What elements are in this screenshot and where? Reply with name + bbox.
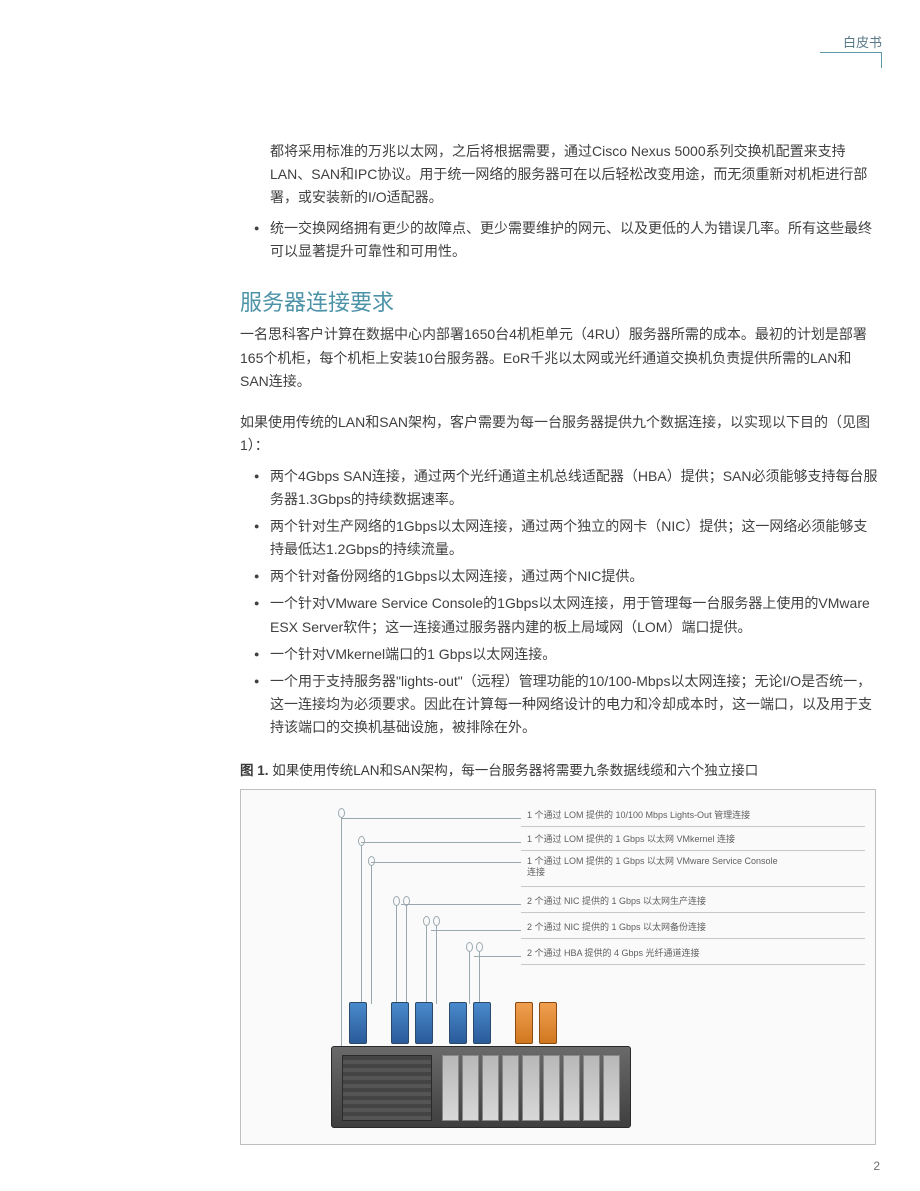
section-p2: 如果使用传统的LAN和SAN架构，客户需要为每一台服务器提供九个数据连接，以实现… — [240, 411, 880, 457]
fig-label-1: 1 个通过 LOM 提供的 10/100 Mbps Lights-Out 管理连… — [527, 810, 782, 821]
fig-label-5: 2 个通过 NIC 提供的 1 Gbps 以太网备份连接 — [527, 922, 782, 933]
label-connector — [361, 842, 521, 843]
intro-continuation: 都将采用标准的万兆以太网，之后将根据需要，通过Cisco Nexus 5000系… — [240, 140, 880, 209]
nic-card-icon — [415, 1002, 433, 1044]
figure-caption: 图 1. 如果使用传统LAN和SAN架构，每一台服务器将需要九条数据线缆和六个独… — [240, 759, 880, 779]
drive-bay-icon — [442, 1055, 459, 1121]
cable-line — [426, 924, 427, 1004]
list-item: 两个针对备份网络的1Gbps以太网连接，通过两个NIC提供。 — [240, 565, 880, 588]
label-separator — [521, 912, 865, 913]
cable-line — [479, 950, 480, 1004]
drive-bay-icon — [543, 1055, 560, 1121]
list-item: 一个针对VMware Service Console的1Gbps以太网连接，用于… — [240, 592, 880, 638]
nic-card-icon — [391, 1002, 409, 1044]
fig-label-2: 1 个通过 LOM 提供的 1 Gbps 以太网 VMkernel 连接 — [527, 834, 782, 845]
label-separator — [521, 850, 865, 851]
figure-label: 图 1. — [240, 763, 269, 778]
list-item: 一个用于支持服务器"lights-out"（远程）管理功能的10/100-Mbp… — [240, 670, 880, 739]
cable-line — [469, 950, 470, 1004]
section-p1: 一名思科客户计算在数据中心内部署1650台4机柜单元（4RU）服务器所需的成本。… — [240, 323, 880, 392]
list-item: 统一交换网络拥有更少的故障点、更少需要维护的网元、以及更低的人为错误几率。所有这… — [240, 217, 880, 263]
intro-bullets: 统一交换网络拥有更少的故障点、更少需要维护的网元、以及更低的人为错误几率。所有这… — [240, 217, 880, 263]
list-item: 两个针对生产网络的1Gbps以太网连接，通过两个独立的网卡（NIC）提供；这一网… — [240, 515, 880, 561]
nic-card-icon — [473, 1002, 491, 1044]
label-connector — [401, 904, 521, 905]
label-connector — [371, 862, 521, 863]
section-heading: 服务器连接要求 — [240, 285, 880, 317]
server-drive-bays — [442, 1055, 620, 1121]
label-separator — [521, 964, 865, 965]
fig-label-3: 1 个通过 LOM 提供的 1 Gbps 以太网 VMware Service … — [527, 856, 782, 878]
fig-label-4: 2 个通过 NIC 提供的 1 Gbps 以太网生产连接 — [527, 896, 782, 907]
cable-line — [436, 924, 437, 1004]
cable-line — [406, 904, 407, 1004]
cable-line — [396, 904, 397, 1004]
drive-bay-icon — [482, 1055, 499, 1121]
drive-bay-icon — [522, 1055, 539, 1121]
label-separator — [521, 826, 865, 827]
page-number: 2 — [873, 1159, 880, 1173]
drive-bay-icon — [583, 1055, 600, 1121]
requirements-list: 两个4Gbps SAN连接，通过两个光纤通道主机总线适配器（HBA）提供；SAN… — [240, 465, 880, 739]
drive-bay-icon — [563, 1055, 580, 1121]
drive-bay-icon — [502, 1055, 519, 1121]
cable-line — [361, 844, 362, 1004]
io-cards — [349, 1002, 557, 1044]
list-item: 一个针对VMkernel端口的1 Gbps以太网连接。 — [240, 643, 880, 666]
lom-card-icon — [349, 1002, 367, 1044]
label-connector — [431, 930, 521, 931]
label-connector — [474, 956, 521, 957]
label-connector — [341, 818, 521, 819]
server-vent-icon — [342, 1055, 432, 1121]
header-corner-mark — [881, 52, 882, 68]
hba-card-icon — [539, 1002, 557, 1044]
doc-type-label: 白皮书 — [843, 32, 882, 57]
page-content: 都将采用标准的万兆以太网，之后将根据需要，通过Cisco Nexus 5000系… — [240, 140, 880, 1145]
cable-line — [371, 864, 372, 1004]
drive-bay-icon — [603, 1055, 620, 1121]
list-item: 两个4Gbps SAN连接，通过两个光纤通道主机总线适配器（HBA）提供；SAN… — [240, 465, 880, 511]
hba-card-icon — [515, 1002, 533, 1044]
cable-line — [341, 816, 342, 1046]
fig-label-6: 2 个通过 HBA 提供的 4 Gbps 光纤通道连接 — [527, 948, 782, 959]
nic-card-icon — [449, 1002, 467, 1044]
figure-1: 1 个通过 LOM 提供的 10/100 Mbps Lights-Out 管理连… — [240, 789, 876, 1145]
header-rule — [820, 52, 882, 53]
figure-caption-text: 如果使用传统LAN和SAN架构，每一台服务器将需要九条数据线缆和六个独立接口 — [272, 763, 758, 778]
drive-bay-icon — [462, 1055, 479, 1121]
label-separator — [521, 886, 865, 887]
label-separator — [521, 938, 865, 939]
server-chassis-icon — [331, 1046, 631, 1128]
